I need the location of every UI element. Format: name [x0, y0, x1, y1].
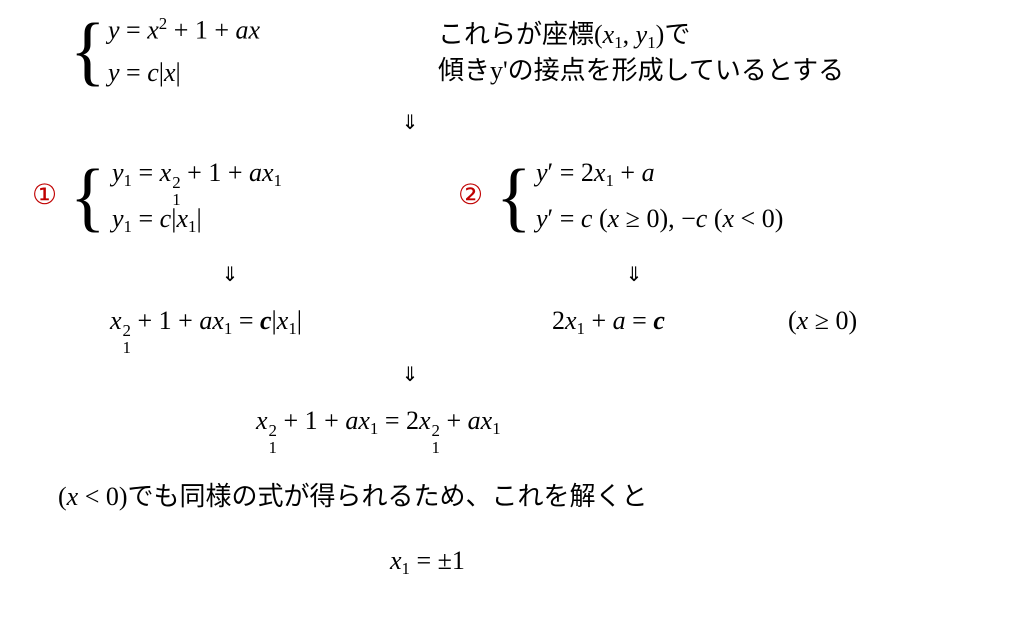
brace-sys1: {: [70, 158, 106, 236]
final-eq: x1 = ±1: [390, 546, 465, 579]
sys2-eq2: y′ = c (x ≥ 0), −c (x < 0): [536, 204, 783, 234]
mid-left-eq: x21 + 1 + ax1 = c|x1|: [110, 306, 302, 357]
marker-1: ①: [32, 178, 57, 211]
sys1-eq1: y1 = x21 + 1 + ax1: [112, 158, 282, 209]
top-note-line2: 傾きy'の接点を形成しているとする: [438, 50, 844, 87]
arrow-right: ⇓: [614, 262, 654, 287]
arrow-1: ⇓: [390, 110, 430, 135]
bottom-note: (x < 0)でも同様の式が得られるため、これを解くと: [58, 476, 648, 513]
brace-top: {: [70, 12, 106, 90]
top-note-line1: これらが座標(x1, y1)で: [438, 14, 690, 53]
sys2-eq1: y′ = 2x1 + a: [536, 158, 655, 191]
top-eq1: y = x2 + 1 + ax: [108, 14, 260, 45]
top-eq2: y = c|x|: [108, 58, 181, 88]
sys1-eq2: y1 = c|x1|: [112, 204, 202, 237]
mid-right-cond: (x ≥ 0): [788, 306, 857, 336]
derivation-page: { y = x2 + 1 + ax y = c|x| これらが座標(x1, y1…: [0, 0, 1024, 641]
brace-sys2: {: [496, 158, 532, 236]
marker-2: ②: [458, 178, 483, 211]
mid-right-eq: 2x1 + a = c: [552, 306, 665, 339]
combined-eq: x21 + 1 + ax1 = 2x21 + ax1: [256, 406, 501, 457]
arrow-combine: ⇓: [390, 362, 430, 387]
arrow-left: ⇓: [210, 262, 250, 287]
